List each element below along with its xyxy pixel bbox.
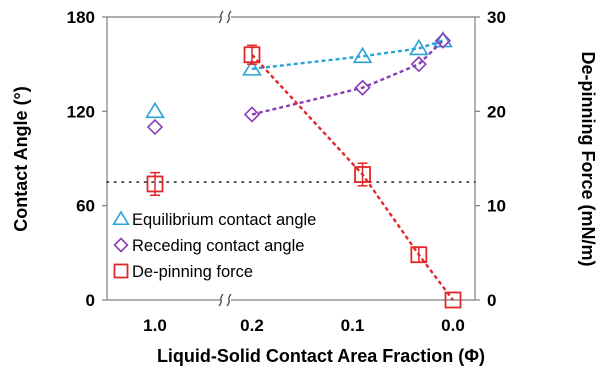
data-point-diamond (410, 56, 427, 73)
y-tick-label: 180 (67, 8, 95, 27)
y-axis-title: Contact Angle (°) (11, 86, 31, 232)
data-point-square (444, 291, 462, 309)
data-point-square (410, 246, 428, 264)
x-tick-label: 1.0 (143, 316, 167, 335)
y-tick-label: 120 (67, 102, 95, 121)
y2-tick-label: 10 (487, 197, 506, 216)
data-point-triangle (352, 46, 373, 64)
data-point-diamond (146, 118, 164, 136)
series-diamond (146, 32, 452, 136)
data-point-triangle (242, 59, 262, 76)
legend-marker-square (113, 263, 129, 279)
legend-label-receding: Receding contact angle (132, 237, 304, 255)
data-point-square (146, 175, 164, 193)
series-triangle (145, 31, 453, 119)
data-point-triangle (409, 38, 429, 56)
data-point-diamond (354, 79, 371, 96)
data-point-triangle (145, 101, 165, 119)
legend-label-depinning: De-pinning force (132, 263, 253, 281)
data-point-diamond (243, 106, 261, 123)
y2-tick-label: 0 (487, 291, 496, 310)
data-point-square (354, 166, 371, 183)
legend-marker-triangle (112, 210, 130, 226)
x-tick-label: 0.0 (441, 316, 465, 335)
y2-tick-label: 30 (487, 8, 506, 27)
y-tick-label: 0 (86, 291, 95, 310)
legend-marker-diamond (113, 237, 129, 253)
axis-break-mark-top (218, 10, 232, 24)
axis-break-mark-bottom (218, 293, 232, 307)
plot-frame-group (102, 10, 480, 307)
series-square (146, 44, 462, 309)
data-point-diamond (434, 32, 452, 49)
series-group (145, 31, 462, 309)
legend: Equilibrium contact angle Receding conta… (112, 210, 316, 281)
x-tick-label: 0.1 (341, 316, 365, 335)
x-axis-title: Liquid-Solid Contact Area Fraction (Φ) (157, 346, 485, 366)
data-point-square (243, 46, 261, 64)
series-line (251, 53, 454, 301)
legend-label-equilibrium: Equilibrium contact angle (132, 211, 316, 229)
series-line (251, 39, 444, 116)
y-tick-label: 60 (76, 197, 95, 216)
y2-axis-title: De-pinning Force (mN/m) (578, 52, 598, 267)
tick-labels-group: 0 60 120 180 0 10 20 30 1.0 0.2 0.1 0.0 (67, 8, 506, 335)
x-tick-label: 0.2 (240, 316, 264, 335)
y2-tick-label: 20 (487, 102, 506, 121)
